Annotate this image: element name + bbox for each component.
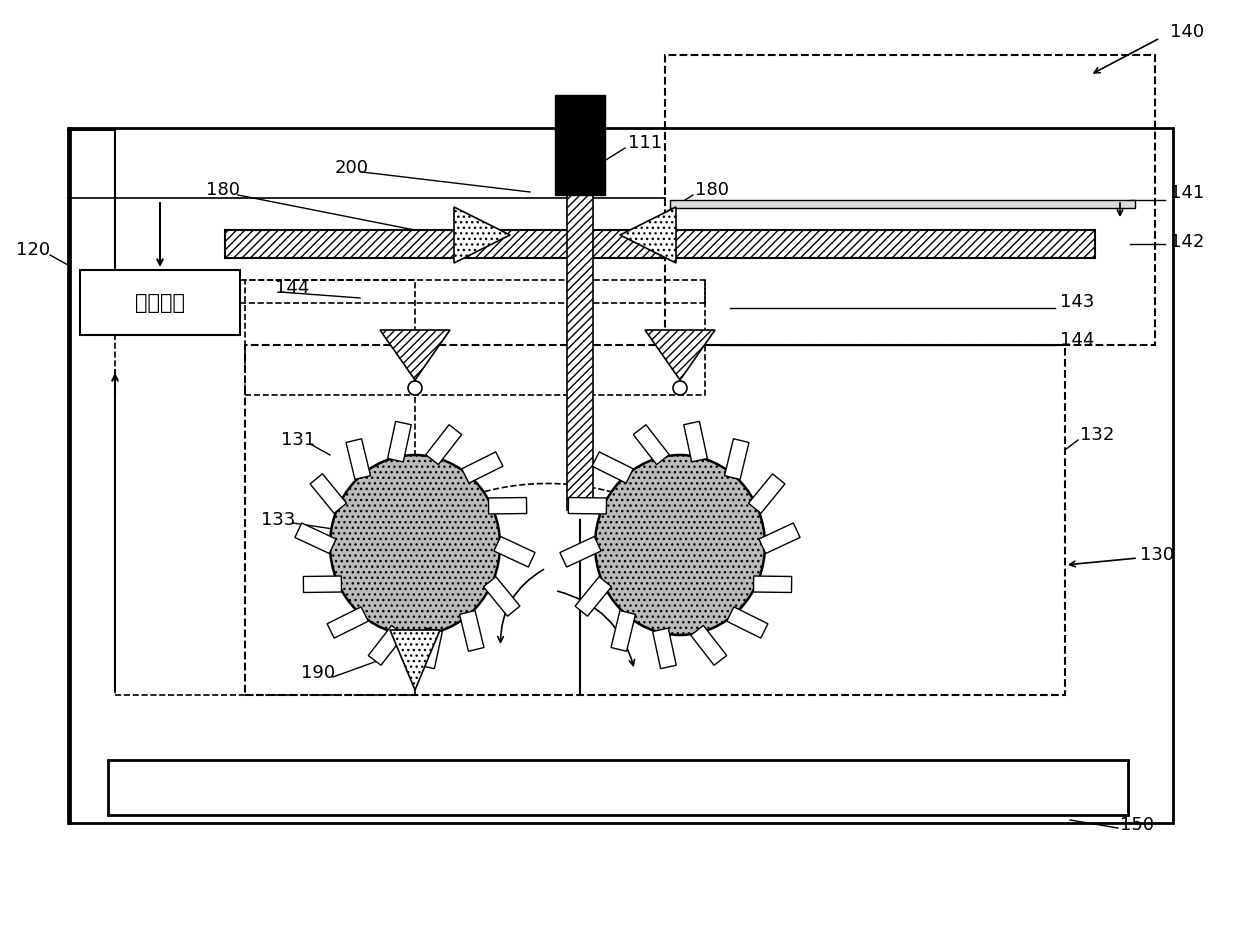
Bar xyxy=(555,95,605,195)
Polygon shape xyxy=(380,330,450,380)
Bar xyxy=(245,280,705,395)
Circle shape xyxy=(673,381,686,395)
Bar xyxy=(727,607,768,638)
Bar xyxy=(108,760,1127,815)
Bar xyxy=(488,498,527,514)
Bar xyxy=(611,611,636,652)
Bar xyxy=(592,451,633,483)
Bar xyxy=(327,607,368,638)
Bar xyxy=(560,537,601,567)
Bar xyxy=(115,280,415,695)
Bar xyxy=(462,451,503,483)
Bar xyxy=(483,577,520,616)
Bar xyxy=(419,629,442,668)
Text: 120: 120 xyxy=(16,241,50,259)
Bar xyxy=(760,523,800,553)
Bar xyxy=(725,438,750,479)
Bar xyxy=(295,523,336,553)
Circle shape xyxy=(408,381,422,395)
Bar xyxy=(68,128,1173,823)
Bar xyxy=(304,576,342,592)
Bar xyxy=(310,474,347,514)
Text: 180: 180 xyxy=(695,181,729,199)
Bar xyxy=(633,425,669,464)
Bar xyxy=(575,577,612,616)
Text: 控制电路: 控制电路 xyxy=(135,293,185,312)
Bar xyxy=(81,270,240,335)
Bar xyxy=(684,422,707,462)
Bar xyxy=(567,195,593,510)
Bar xyxy=(665,55,1155,345)
Bar xyxy=(569,498,607,514)
Text: 150: 150 xyxy=(1120,816,1154,834)
Polygon shape xyxy=(620,207,676,263)
Ellipse shape xyxy=(595,455,764,635)
Text: 142: 142 xyxy=(1170,233,1204,251)
Text: 140: 140 xyxy=(1170,23,1204,41)
Text: 143: 143 xyxy=(1061,293,1094,311)
Bar xyxy=(670,200,1135,208)
Text: 132: 132 xyxy=(1080,426,1114,444)
Text: 200: 200 xyxy=(335,159,369,177)
Polygon shape xyxy=(390,630,440,690)
Bar xyxy=(245,345,1066,695)
Ellipse shape xyxy=(330,455,501,635)
Text: 180: 180 xyxy=(206,181,240,199)
Polygon shape xyxy=(646,330,715,380)
Text: 133: 133 xyxy=(260,511,295,529)
Bar xyxy=(691,626,727,666)
Bar xyxy=(494,537,535,567)
Bar xyxy=(225,230,1095,258)
Bar xyxy=(748,474,786,514)
Text: 131: 131 xyxy=(281,431,315,449)
Polygon shape xyxy=(453,207,510,263)
Text: 144: 144 xyxy=(1061,331,1094,349)
Text: 130: 130 xyxy=(1140,546,1175,564)
Bar xyxy=(346,438,370,479)
Text: 144: 144 xyxy=(275,279,310,297)
Bar xyxy=(460,611,484,652)
Bar xyxy=(753,576,792,592)
Text: 190: 190 xyxy=(301,664,335,682)
Text: 111: 111 xyxy=(628,134,662,152)
Bar xyxy=(653,629,676,668)
Bar xyxy=(426,425,462,464)
Text: 141: 141 xyxy=(1170,184,1204,202)
Bar xyxy=(368,626,404,666)
Bar xyxy=(388,422,411,462)
